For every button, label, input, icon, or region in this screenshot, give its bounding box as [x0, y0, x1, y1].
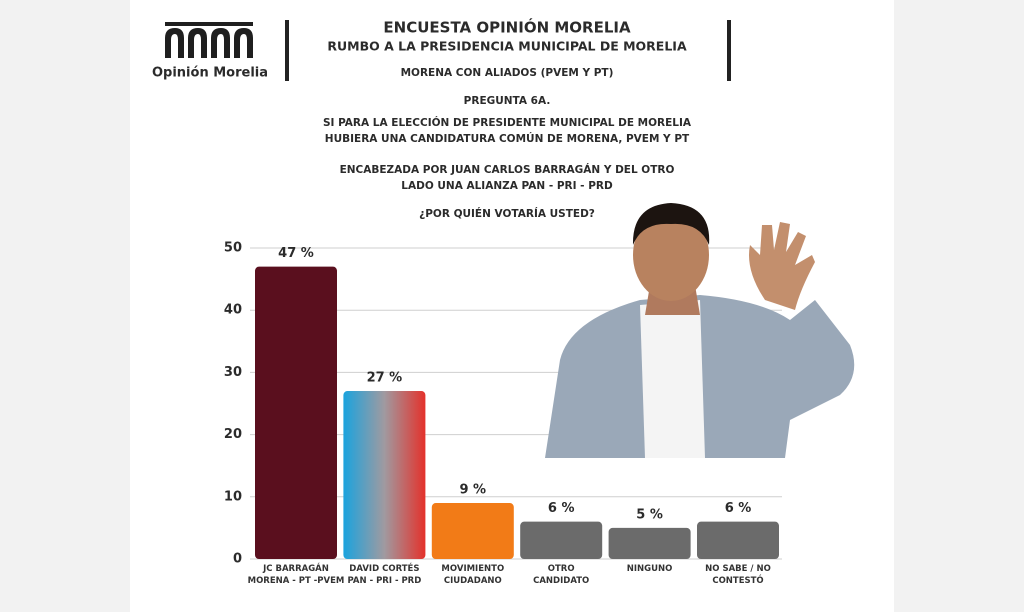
value-label: 5 %	[636, 507, 663, 522]
value-label: 27 %	[367, 371, 403, 386]
bar	[255, 266, 337, 559]
bar	[520, 521, 603, 559]
bar	[431, 503, 514, 559]
y-tick-label: 30	[224, 365, 242, 380]
header-line: PREGUNTA 6A.	[464, 95, 551, 107]
header-line: ¿POR QUIÉN VOTARÍA USTED?	[419, 207, 595, 220]
header-line: LADO UNA ALIANZA PAN - PRI - PRD	[401, 180, 613, 192]
y-tick-label: 0	[233, 552, 242, 567]
header-line: ENCABEZADA POR JUAN CARLOS BARRAGÁN Y DE…	[340, 163, 675, 176]
value-label: 6 %	[548, 501, 575, 516]
divider	[727, 20, 731, 81]
photo-shirt	[640, 300, 705, 458]
x-tick-label: NINGUNO	[626, 564, 673, 574]
bar	[608, 527, 691, 559]
bar	[697, 521, 779, 559]
x-tick-label: DAVID CORTÉS PAN - PRI - PRD	[347, 564, 422, 586]
header-line: MORENA CON ALIADOS (PVEM Y PT)	[401, 67, 614, 79]
x-tick-label: MOVIMIENTO CIUDADANO	[441, 564, 505, 586]
logo	[165, 22, 253, 58]
x-tick-label: JC BARRAGÁN MORENA - PT -PVEM	[247, 564, 345, 586]
photo-hand	[749, 222, 815, 310]
brand: Opinión Morelia	[152, 66, 268, 81]
header-line: HUBIERA UNA CANDIDATURA COMÚN DE MORENA,…	[325, 132, 690, 145]
photo	[545, 203, 855, 458]
header-line: SI PARA LA ELECCIÓN DE PRESIDENTE MUNICI…	[323, 116, 692, 129]
value-label: 6 %	[725, 501, 752, 516]
chart-subtitle: RUMBO A LA PRESIDENCIA MUNICIPAL DE MORE…	[327, 39, 687, 54]
chart-title: ENCUESTA OPINIÓN MORELIA	[383, 18, 631, 37]
y-tick-label: 50	[224, 241, 242, 256]
x-tick-label: NO SABE / NO CONTESTÓ	[705, 564, 771, 586]
value-label: 47 %	[278, 246, 314, 261]
photo-hair	[632, 203, 710, 245]
value-label: 9 %	[459, 483, 486, 498]
divider	[285, 20, 289, 81]
y-tick-label: 40	[224, 303, 242, 318]
photo-head	[633, 209, 709, 301]
y-tick-label: 10	[224, 489, 242, 504]
y-tick-label: 20	[224, 427, 242, 442]
bar	[343, 391, 426, 559]
x-tick-label: OTRO CANDIDATO	[533, 564, 590, 586]
